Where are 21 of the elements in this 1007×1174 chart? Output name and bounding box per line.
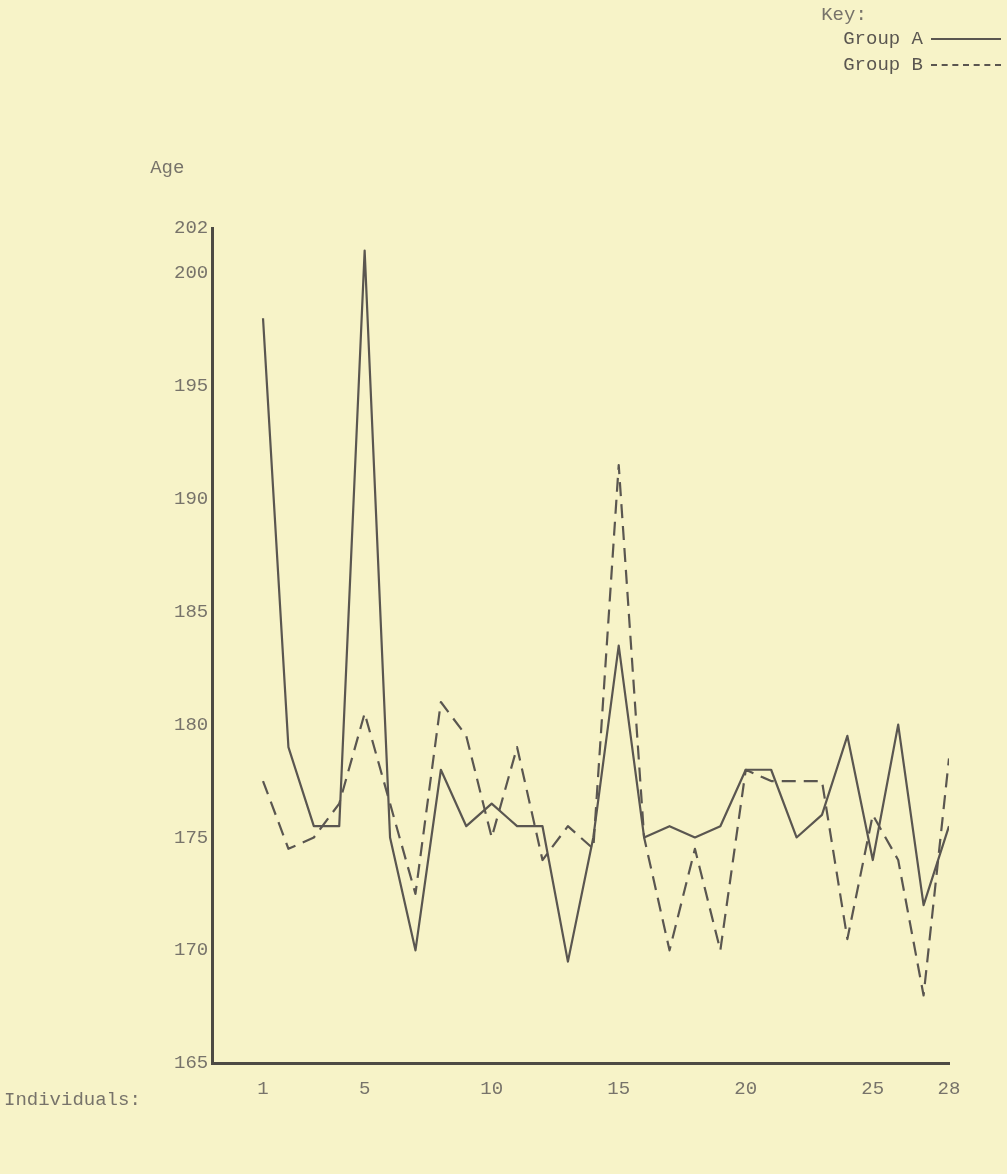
y-tick-label: 190 (173, 487, 209, 510)
y-tick-label: 170 (173, 939, 209, 962)
x-tick-label: 5 (358, 1077, 371, 1100)
y-axis-title: Age (150, 157, 185, 180)
y-tick-label: 180 (173, 713, 209, 736)
legend-label: Group B (843, 54, 923, 76)
x-tick-label: 1 (257, 1077, 269, 1100)
y-tick-label: 202 (173, 217, 209, 240)
y-tick-label: 185 (173, 600, 209, 623)
x-tick-label: 25 (861, 1077, 885, 1100)
x-tick-label: 10 (480, 1077, 504, 1100)
legend-title: Key: (821, 4, 868, 26)
x-tick-label: 15 (607, 1077, 631, 1100)
x-tick-label: 28 (937, 1077, 961, 1100)
y-tick-label: 165 (173, 1052, 209, 1075)
x-tick-label: 20 (734, 1077, 758, 1100)
y-tick-label: 200 (173, 262, 209, 285)
y-tick-label: 175 (173, 826, 209, 849)
x-axis-title: Individuals: (4, 1089, 141, 1112)
y-tick-label: 195 (173, 375, 209, 398)
legend-label: Group A (843, 28, 923, 50)
